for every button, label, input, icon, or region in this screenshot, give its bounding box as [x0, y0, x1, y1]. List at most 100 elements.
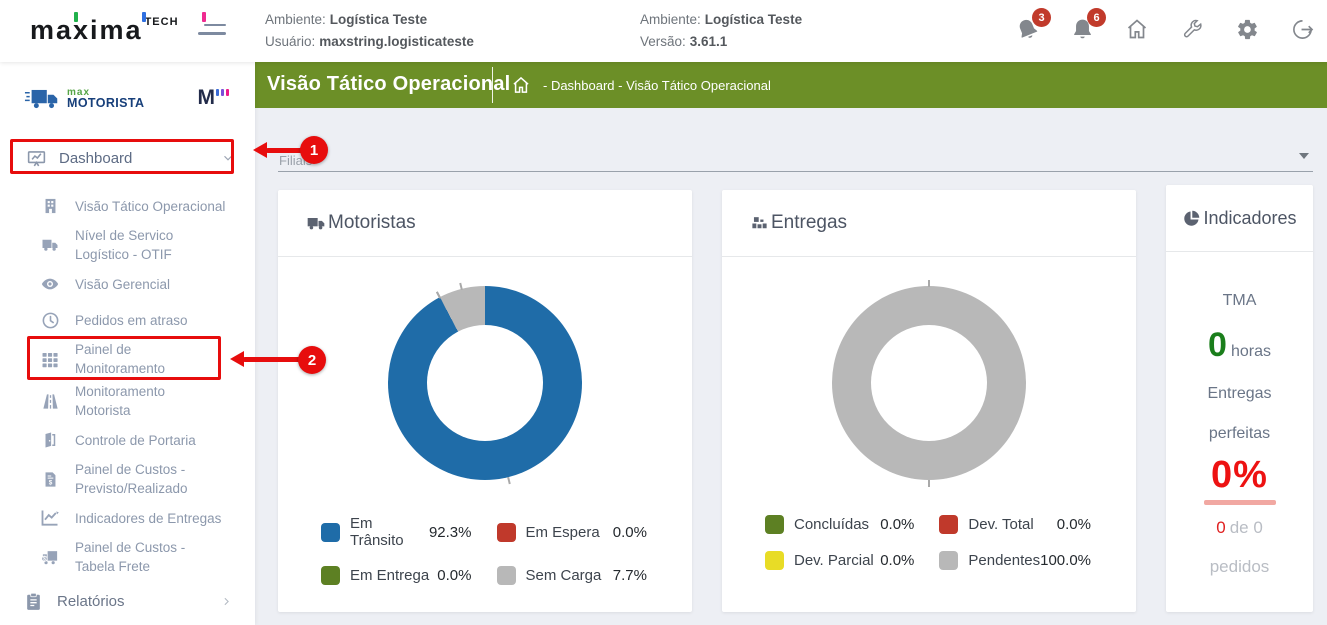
legend-item[interactable]: Em Espera 0.0%: [496, 515, 647, 549]
notification-badge-1: 3: [1032, 8, 1051, 27]
ambiente-value-2: Logística Teste: [704, 12, 803, 27]
dropdown-arrow-icon: [1299, 153, 1309, 164]
truck-icon: [40, 236, 60, 254]
brand-tick-pink: [202, 12, 206, 22]
legend-value: 92.3%: [428, 523, 472, 541]
tma-label: TMA: [1222, 292, 1257, 309]
notification-bell-1[interactable]: 3: [1014, 8, 1051, 42]
ambiente-label: Ambiente:: [265, 12, 326, 27]
sidebar-item-controle-de-portaria[interactable]: Controle de Portaria: [0, 422, 255, 458]
legend-label: Em Espera: [525, 523, 600, 541]
sidebar-item-pedidos-em-atraso[interactable]: Pedidos em atraso: [0, 302, 255, 338]
dashboard-board-icon: [26, 148, 48, 169]
annotation-step-2: 2: [298, 346, 326, 374]
sidebar-item-dashboard[interactable]: Dashboard: [0, 140, 255, 176]
sidebar-item-nivel-servico-otif[interactable]: Nível de Servico Logístico - OTIF: [0, 224, 255, 266]
legend-swatch: [939, 551, 959, 570]
sidebar-item-visao-gerencial[interactable]: Visão Gerencial: [0, 266, 255, 302]
legend-item[interactable]: Dev. Total 0.0%: [939, 515, 1091, 534]
legend-value: 0.0%: [880, 552, 915, 569]
sidebar-item-monitoramento-motorista[interactable]: Monitoramento Motorista: [0, 380, 255, 422]
truck-icon: [306, 213, 326, 233]
legend-swatch: [765, 515, 784, 534]
dashboard-label: Dashboard: [59, 149, 133, 167]
motoristas-donut-chart[interactable]: [388, 282, 582, 484]
legend-swatch: [939, 515, 959, 534]
tools-button[interactable]: [1179, 16, 1205, 42]
legend-value: 0.0%: [1056, 516, 1091, 533]
filiais-select[interactable]: Filiais: [278, 148, 1313, 172]
tma-value: 0: [1208, 326, 1227, 364]
boxes-icon: [750, 214, 769, 233]
orders-count-rest: de 0: [1229, 518, 1263, 537]
legend-item[interactable]: Pendentes 100.0%: [939, 551, 1091, 570]
legend-value: 7.7%: [612, 567, 647, 584]
monogram-bar-pink: [226, 89, 229, 96]
logo-motorista-text: MOTORISTA: [67, 96, 145, 110]
annotation-arrow-1: [266, 148, 306, 153]
legend-label: Em Entrega: [350, 567, 430, 584]
page-header-bar: Visão Tático Operacional - Dashboard - V…: [255, 62, 1327, 108]
m-monogram-logo: M: [198, 86, 232, 110]
hamburger-menu-icon[interactable]: [198, 24, 226, 40]
perfect-deliveries-label-2: perfeitas: [1208, 425, 1271, 442]
sidebar-item-painel-custos-tabela-frete[interactable]: $ Painel de Custos - Tabela Frete: [0, 536, 255, 578]
logo-max-text: max: [67, 87, 91, 98]
sidebar-item-painel-custos-previsto-realizado[interactable]: $ Painel de Custos - Previsto/Realizado: [0, 458, 255, 500]
notification-bell-2[interactable]: 6: [1069, 8, 1106, 42]
entregas-card-title: Entregas: [771, 212, 848, 233]
legend-swatch: [496, 566, 516, 585]
pie-chart-icon: [1182, 209, 1201, 228]
sidebar-menu: Visão Tático Operacional Nível de Servico…: [0, 188, 255, 578]
brand-name: maxima: [30, 15, 143, 45]
annotation-box-dashboard: [10, 139, 234, 174]
monogram-letter: M: [197, 86, 216, 109]
environment-user-info: Ambiente: Logística Teste Usuário: maxstri…: [265, 9, 474, 53]
legend-label: Em Trânsito: [350, 515, 404, 549]
logout-icon: [1291, 18, 1314, 41]
orders-count-value: 0: [1216, 518, 1226, 537]
legend-label: Dev. Parcial: [794, 552, 874, 569]
entregas-card: Entregas Concluídas 0.0% Dev. Total 0.0% Dev…: [722, 190, 1136, 612]
grid-icon: [40, 350, 60, 368]
entregas-donut-chart[interactable]: [832, 279, 1026, 487]
usuario-label: Usuário:: [265, 34, 316, 49]
page-title: Visão Tático Operacional: [267, 73, 511, 95]
monogram-bar-blue: [216, 89, 219, 96]
legend-label: Pendentes: [968, 552, 1041, 569]
legend-item[interactable]: Sem Carga 7.7%: [496, 566, 647, 585]
legend-item[interactable]: Em Entrega 0.0%: [321, 566, 472, 585]
perfect-deliveries-value: 0%: [1211, 454, 1268, 496]
settings-button[interactable]: [1234, 16, 1260, 42]
annotation-arrow-2: [243, 357, 303, 362]
sidebar: max MOTORISTA M Dashboard Visão Tático O…: [0, 62, 255, 625]
ambiente-label-2: Ambiente:: [640, 12, 701, 27]
brand-suffix: TECH: [144, 16, 179, 28]
sidebar-item-relatorios[interactable]: Relatórios: [0, 586, 255, 616]
gear-icon: [1236, 18, 1259, 41]
monogram-bar-purple: [221, 89, 224, 96]
svg-text:$: $: [48, 479, 52, 486]
brand-tick-green: [74, 12, 78, 22]
main-content: Visão Tático Operacional - Dashboard - V…: [255, 62, 1327, 625]
legend-value: 100.0%: [1040, 552, 1091, 569]
sidebar-item-indicadores-de-entregas[interactable]: Indicadores de Entregas: [0, 500, 255, 536]
chevron-right-icon: [220, 595, 233, 608]
invoice-icon: $: [40, 470, 60, 489]
bell-icon: [1011, 13, 1044, 46]
sidebar-item-painel-de-monitoramento[interactable]: Painel de Monitoramento: [0, 338, 255, 380]
notification-badge-2: 6: [1087, 8, 1106, 27]
sidebar-item-visao-tatico-operacional[interactable]: Visão Tático Operacional: [0, 188, 255, 224]
perfect-deliveries-label-1: Entregas: [1207, 385, 1272, 402]
logout-button[interactable]: [1289, 16, 1315, 42]
indicadores-card: Indicadores TMA 0 horas Entregas perfeita…: [1166, 185, 1313, 612]
versao-label: Versão:: [640, 34, 686, 49]
home-button[interactable]: [1124, 16, 1150, 42]
legend-item[interactable]: Concluídas 0.0%: [765, 515, 914, 534]
maxima-tech-logo: maxima TECH: [30, 12, 206, 49]
legend-value: 0.0%: [612, 523, 647, 541]
topbar: maxima TECH Ambiente: Logística Teste Usuá…: [0, 0, 1327, 62]
clipboard-icon: [24, 592, 44, 611]
legend-item[interactable]: Em Trânsito 92.3%: [321, 515, 472, 549]
legend-item[interactable]: Dev. Parcial 0.0%: [765, 551, 914, 570]
